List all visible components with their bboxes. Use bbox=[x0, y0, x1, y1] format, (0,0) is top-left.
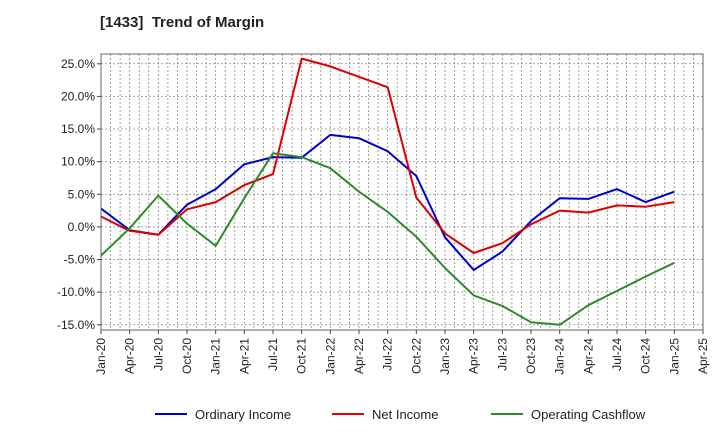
grid-layer bbox=[101, 54, 703, 330]
legend-label: Net Income bbox=[372, 407, 438, 422]
x-tick-label: Jul-23 bbox=[495, 338, 509, 371]
x-tick-label: Apr-25 bbox=[696, 338, 710, 374]
x-tick-label: Jul-24 bbox=[610, 338, 624, 371]
series-line-net-income bbox=[100, 57, 675, 254]
series-line-ordinary-income bbox=[100, 133, 675, 271]
x-tick-label: Apr-21 bbox=[237, 338, 251, 374]
legend: Ordinary Income Net Income Operating Cashf… bbox=[155, 407, 646, 422]
x-tick-label: Jul-22 bbox=[381, 338, 395, 371]
x-tick-label: Apr-23 bbox=[467, 338, 481, 374]
x-tick-label: Jan-20 bbox=[94, 338, 108, 375]
x-tick-label: Jan-24 bbox=[553, 338, 567, 375]
legend-label: Ordinary Income bbox=[195, 407, 291, 422]
x-tick-label: Jul-20 bbox=[151, 338, 165, 371]
x-tick-label: Apr-20 bbox=[123, 338, 137, 374]
series-line-operating-cashflow bbox=[100, 152, 675, 326]
chart-title: [1433] Trend of Margin bbox=[100, 14, 265, 31]
y-tick-label: 25.0% bbox=[61, 57, 95, 71]
x-tick-label: Apr-22 bbox=[352, 338, 366, 374]
x-tick-label: Oct-21 bbox=[295, 338, 309, 374]
x-tick-label: Oct-23 bbox=[524, 338, 538, 374]
x-tick-label: Oct-24 bbox=[639, 338, 653, 374]
y-tick-label: 10.0% bbox=[61, 155, 95, 169]
y-tick-label: -15.0% bbox=[57, 318, 95, 332]
x-tick-label: Jul-21 bbox=[266, 338, 280, 371]
x-tick-label: Jan-23 bbox=[438, 338, 452, 375]
series-layer bbox=[100, 57, 675, 326]
x-tick-label: Oct-20 bbox=[180, 338, 194, 374]
x-axis-ticks: Jan-20 Apr-20 Jul-20 Oct-20 Jan-21 Apr-21 Jul-… bbox=[94, 330, 710, 375]
y-tick-label: 5.0% bbox=[68, 187, 96, 201]
plot-frame bbox=[100, 53, 704, 331]
y-tick-label: 0.0% bbox=[68, 220, 96, 234]
y-axis-ticks: 25.0% 20.0% 15.0% 10.0% 5.0% 0.0% -5.0% -10.0% -… bbox=[57, 57, 101, 332]
y-tick-label: 15.0% bbox=[61, 122, 95, 136]
x-tick-label: Jan-21 bbox=[209, 338, 223, 375]
x-tick-label: Jan-22 bbox=[323, 338, 337, 375]
y-tick-label: 20.0% bbox=[61, 89, 95, 103]
legend-label: Operating Cashflow bbox=[531, 407, 646, 422]
y-tick-label: -5.0% bbox=[64, 253, 96, 267]
x-tick-label: Oct-22 bbox=[409, 338, 423, 374]
x-tick-label: Jan-25 bbox=[667, 338, 681, 375]
x-tick-label: Apr-24 bbox=[581, 338, 595, 374]
y-tick-label: -10.0% bbox=[57, 285, 95, 299]
